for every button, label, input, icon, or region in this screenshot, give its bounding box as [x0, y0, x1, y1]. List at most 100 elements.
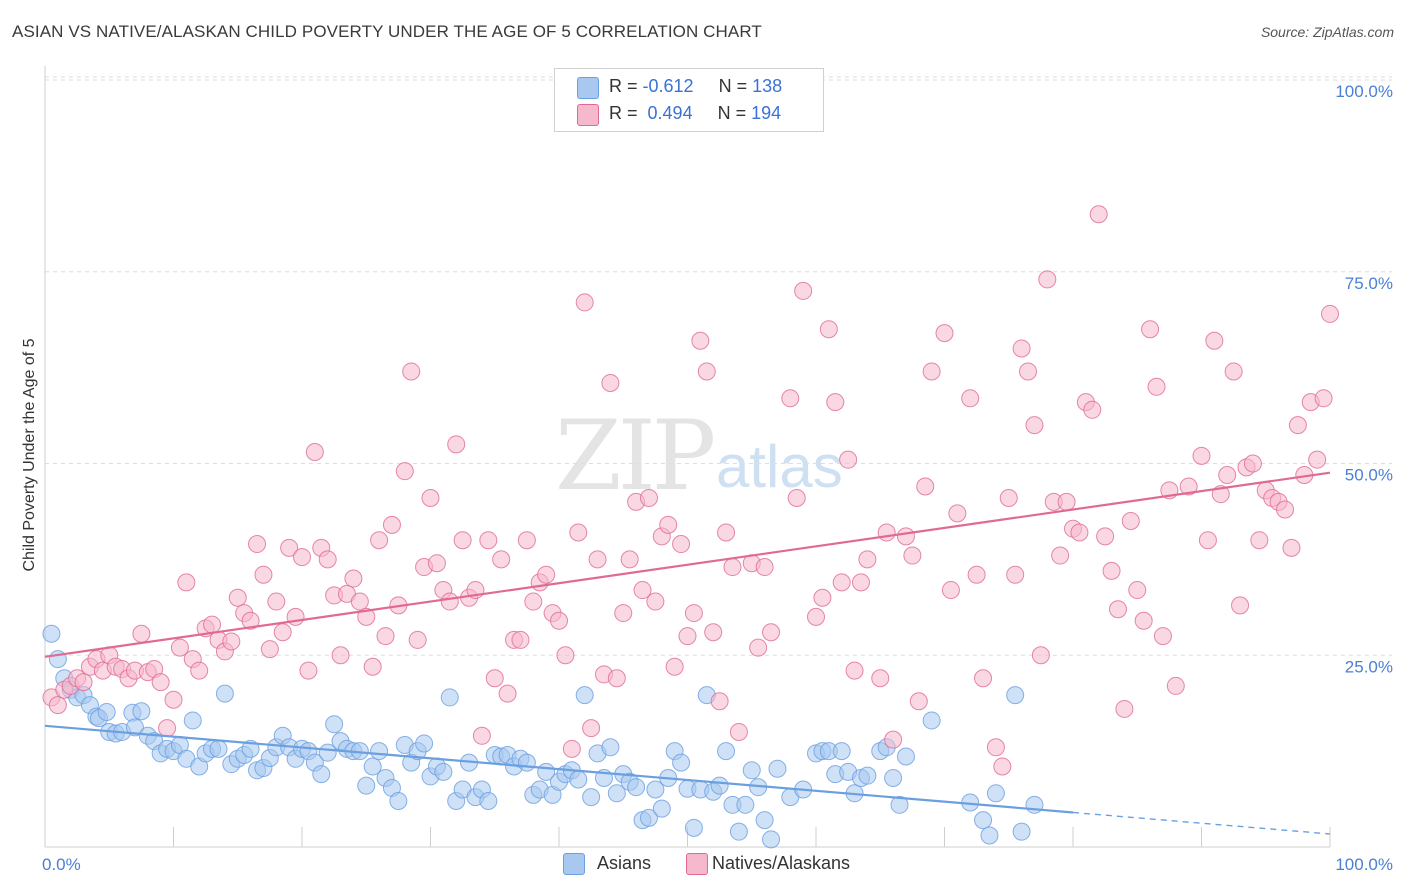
asian-point	[627, 778, 646, 797]
native-point	[704, 623, 723, 642]
native-point	[1038, 270, 1057, 289]
native-point	[273, 623, 292, 642]
asian-point	[736, 795, 755, 814]
native-point	[1147, 377, 1166, 396]
native-point	[781, 389, 800, 408]
native-point	[408, 630, 427, 649]
asian-trend-extension	[1072, 811, 1331, 835]
native-point	[588, 550, 607, 569]
native-point	[1115, 699, 1134, 718]
native-point	[697, 362, 716, 381]
native-point	[749, 638, 768, 657]
native-point	[717, 523, 736, 542]
asian-point	[363, 757, 382, 776]
native-point	[993, 757, 1012, 776]
asian-point	[517, 753, 536, 772]
native-point	[1192, 446, 1211, 465]
native-point	[492, 550, 511, 569]
native-point	[1166, 676, 1185, 695]
asian-point	[370, 742, 389, 761]
asian-point	[755, 811, 774, 830]
native-point	[299, 661, 318, 680]
bottom-legend-swatch-asians	[563, 853, 585, 875]
legend-r-value: 0.494	[647, 103, 693, 123]
native-point	[672, 535, 691, 554]
legend-swatch-natives	[577, 104, 599, 126]
native-point	[1134, 611, 1153, 630]
native-point	[228, 588, 247, 607]
native-point	[839, 450, 858, 469]
native-point	[1288, 416, 1307, 435]
asian-point	[215, 684, 234, 703]
native-point	[440, 592, 459, 611]
stats-legend: R = -0.612 N = 138 R = 0.494 N = 194	[554, 68, 824, 132]
asian-point	[896, 747, 915, 766]
asian-point	[986, 784, 1005, 803]
native-point	[331, 646, 350, 665]
legend-r-value: -0.612	[642, 76, 694, 96]
asian-point	[97, 703, 116, 722]
native-point	[916, 477, 935, 496]
native-point	[607, 669, 626, 688]
native-point	[453, 531, 472, 550]
native-point	[498, 684, 517, 703]
asian-point	[672, 753, 691, 772]
native-point	[517, 531, 536, 550]
native-point	[1141, 320, 1160, 339]
native-point	[948, 504, 967, 523]
legend-n-value: 138	[752, 76, 783, 96]
native-point	[620, 550, 639, 569]
native-point	[177, 573, 196, 592]
asian-point	[575, 686, 594, 705]
native-point	[1224, 362, 1243, 381]
asian-point	[980, 826, 999, 845]
asian-point	[884, 768, 903, 787]
y-tick-label: 50.0%	[1345, 466, 1393, 485]
native-point	[986, 738, 1005, 757]
native-point	[813, 588, 832, 607]
native-point	[524, 592, 543, 611]
native-point	[974, 669, 993, 688]
native-point	[922, 362, 941, 381]
native-point	[794, 281, 813, 300]
native-point	[158, 719, 177, 738]
native-point	[961, 389, 980, 408]
asian-point	[415, 734, 434, 753]
native-point	[582, 719, 601, 738]
asian-point	[974, 811, 993, 830]
native-point	[1231, 596, 1250, 615]
native-point	[755, 558, 774, 577]
native-point	[832, 573, 851, 592]
native-point	[376, 627, 395, 646]
native-point	[884, 730, 903, 749]
native-point	[254, 565, 273, 584]
native-point	[267, 592, 286, 611]
native-point	[762, 623, 781, 642]
native-point	[74, 673, 93, 692]
native-point	[1031, 646, 1050, 665]
native-point	[819, 320, 838, 339]
asian-point	[569, 770, 588, 789]
native-point	[511, 630, 530, 649]
native-point	[357, 607, 376, 626]
native-point	[684, 604, 703, 623]
native-point	[1070, 523, 1089, 542]
asian-point	[762, 830, 781, 849]
asian-point	[125, 718, 144, 737]
native-point	[1089, 205, 1108, 224]
asian-point	[601, 738, 620, 757]
asian-point	[479, 791, 498, 810]
native-point	[1121, 512, 1140, 531]
native-point	[203, 615, 222, 634]
native-point	[845, 661, 864, 680]
native-point	[170, 638, 189, 657]
native-point	[1321, 304, 1339, 323]
native-point	[1243, 454, 1262, 473]
asian-point	[42, 624, 61, 643]
native-point	[280, 538, 299, 557]
native-point	[639, 489, 658, 508]
asian-point	[607, 784, 626, 803]
native-point	[550, 611, 568, 630]
asian-point	[1006, 686, 1025, 705]
